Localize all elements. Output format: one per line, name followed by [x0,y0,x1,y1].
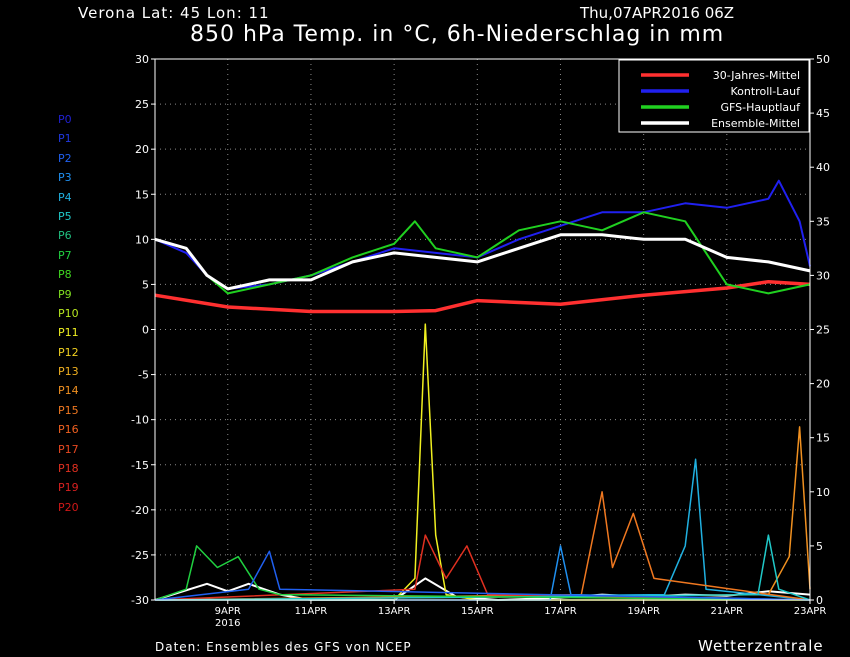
y-left-tick-label: -10 [131,414,149,427]
precipitation-series [154,323,811,601]
member-label: P1 [58,132,72,146]
y-left-tick-label: 30 [135,53,149,66]
run-datetime: Thu,07APR2016 06Z [580,4,735,22]
precip-line [154,534,811,601]
y-left-tick-label: -25 [131,549,149,562]
y-left-tick-label: 5 [142,278,149,291]
x-tick-label: 23APR [794,606,827,617]
precip-line [155,545,811,601]
member-label: P8 [58,268,72,282]
y-left-tick-label: -30 [131,594,149,607]
x-tick-label: 17APR [544,606,577,617]
y-left-tick-label: 15 [135,188,149,201]
member-label: P11 [58,326,79,340]
x-tick-year: 2016 [215,618,240,629]
chart-grid [155,58,811,601]
precip-line [154,550,811,601]
brand-name: Wetterzentrale [698,637,824,655]
y-right-tick-label: 0 [816,594,823,607]
y-left-tick-label: -15 [131,459,149,472]
y-right-tick-label: 50 [816,53,830,66]
y-right-tick-label: 15 [816,432,830,445]
legend-label: GFS-Hauptlauf [720,101,801,114]
y-left-tick-label: 10 [135,233,149,246]
temperature-series [154,179,811,314]
station-info: Verona Lat: 45 Lon: 11 [78,4,270,22]
temp-line [154,179,811,290]
member-label: P3 [58,171,72,185]
member-label: P7 [58,248,72,262]
member-label: P2 [58,151,72,165]
ensemble-member-list: P0 P1 P2 P3 P4 P5 P6 P7 P8 P9 P10 P11 P12 P13 P14 P15 P1… [58,110,79,517]
x-tick-label: 13APR [378,606,411,617]
legend-label: 30-Jahres-Mittel [713,69,800,82]
y-left-tick-label: -20 [131,504,149,517]
member-label: P12 [58,345,79,359]
plot-border [154,58,811,601]
precip-line [154,545,811,601]
y-right-tick-label: 5 [816,540,823,553]
y-left-tick-label: 20 [135,143,149,156]
precip-line [154,534,811,601]
y-right-tick-label: 25 [816,324,830,337]
member-label: P13 [58,365,79,379]
y-right-tick-label: 30 [816,269,830,282]
precip-line [154,426,811,601]
x-tick-label: 9APR [215,606,241,617]
chart-title: 850 hPa Temp. in °C, 6h-Niederschlag in … [190,22,725,47]
y-left-tick-label: 25 [135,98,149,111]
x-tick-label: 11APR [295,606,328,617]
x-tick-label: 15APR [461,606,494,617]
precip-line [155,323,810,601]
member-label: P16 [58,423,79,437]
plot-frame [154,58,811,601]
member-label: P6 [58,229,72,243]
y-right-tick-label: 10 [816,486,830,499]
member-label: P14 [58,384,79,398]
member-label: P9 [58,287,72,301]
data-source: Daten: Ensembles des GFS von NCEP [155,640,412,654]
y-right-tick-label: 20 [816,378,830,391]
temp-line [154,279,811,314]
y-left-tick-label: 0 [142,324,149,337]
member-label: P18 [58,462,79,476]
x-tick-label: 21APR [711,606,744,617]
temp-line [154,233,811,291]
member-label: P0 [58,113,72,126]
member-label: P15 [58,403,79,417]
axis-labels: 302520151050-5-10-15-20-25-3050454035302… [131,53,830,629]
temp-line [154,211,811,295]
y-right-tick-label: 45 [816,107,830,120]
member-label: P17 [58,442,79,456]
member-label: P19 [58,481,79,495]
y-left-tick-label: -5 [138,369,149,382]
x-tick-label: 19APR [627,606,660,617]
legend-label: Ensemble-Mittel [711,117,800,130]
legend-box [618,59,810,133]
y-right-tick-label: 40 [816,161,830,174]
member-label: P10 [58,306,79,320]
member-label: P5 [58,209,72,223]
y-right-tick-label: 35 [816,215,830,228]
chart-legend: 30-Jahres-Mittel Kontroll-Lauf GFS-Hauptla… [618,59,810,133]
member-label: P20 [58,500,79,514]
member-label: P4 [58,190,72,204]
legend-label: Kontroll-Lauf [731,85,802,98]
